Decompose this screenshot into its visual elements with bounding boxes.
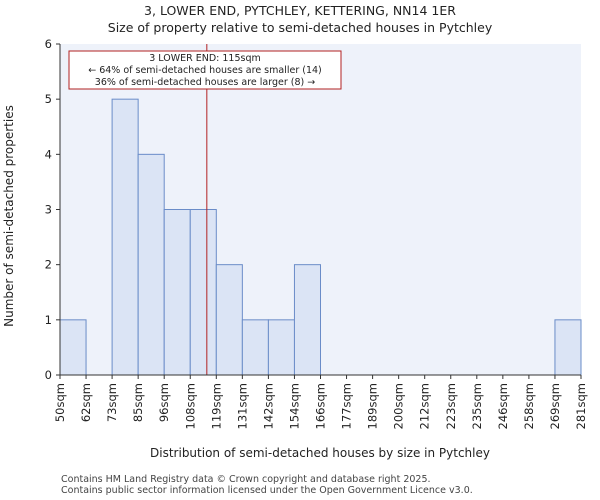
x-tick-label: 154sqm	[287, 383, 301, 429]
bar-119sqm	[215, 264, 243, 376]
x-axis-label: Distribution of semi-detached houses by …	[150, 446, 490, 460]
x-tick-label: 235sqm	[470, 383, 484, 429]
y-tick-label: 1	[45, 313, 52, 327]
bar-154sqm	[293, 264, 322, 376]
bar-85sqm	[137, 153, 165, 376]
y-tick-label: 2	[45, 258, 52, 272]
bar-269sqm	[554, 319, 582, 376]
annotation-title: 3 LOWER END: 115sqm	[149, 53, 261, 64]
x-tick-label: 85sqm	[131, 383, 145, 422]
x-tick-label: 119sqm	[209, 383, 223, 429]
bar-142sqm	[267, 319, 295, 376]
y-axis-ticks: 0 1 2 3 4 5 6	[45, 37, 60, 382]
x-tick-label: 131sqm	[235, 383, 249, 429]
y-tick-label: 4	[45, 147, 52, 161]
y-tick-label: 0	[45, 368, 52, 382]
x-tick-label: 212sqm	[418, 383, 432, 429]
bar-108sqm	[189, 209, 217, 376]
x-tick-label: 223sqm	[444, 383, 458, 429]
x-tick-label: 189sqm	[366, 383, 380, 429]
x-axis-ticks: 50sqm 62sqm 73sqm 85sqm 96sqm 108sqm 119sqm 131…	[53, 375, 588, 429]
x-tick-label: 50sqm	[53, 383, 67, 422]
x-tick-label: 108sqm	[183, 383, 197, 429]
bar-50sqm	[59, 319, 87, 376]
annotation-larger: 36% of semi-detached houses are larger (…	[95, 77, 315, 88]
y-tick-label: 3	[45, 203, 52, 217]
x-tick-label: 269sqm	[548, 383, 562, 429]
x-tick-label: 281sqm	[574, 383, 588, 429]
bar-73sqm	[111, 98, 139, 376]
x-tick-label: 177sqm	[340, 383, 354, 429]
x-tick-label: 142sqm	[261, 383, 275, 429]
chart-subtitle: Size of property relative to semi-detach…	[107, 20, 493, 35]
y-tick-label: 6	[45, 37, 52, 51]
bar-131sqm	[241, 319, 269, 376]
y-tick-label: 5	[45, 92, 52, 106]
x-tick-label: 96sqm	[157, 383, 171, 422]
bars-group	[59, 98, 582, 376]
bar-96sqm	[163, 209, 191, 376]
x-tick-label: 246sqm	[496, 383, 510, 429]
x-tick-label: 166sqm	[314, 383, 328, 429]
x-tick-label: 73sqm	[105, 383, 119, 422]
chart-title: 3, LOWER END, PYTCHLEY, KETTERING, NN14 …	[144, 3, 456, 18]
footer-licence: Contains public sector information licen…	[61, 485, 473, 496]
annotation-box	[68, 50, 342, 90]
x-tick-label: 62sqm	[79, 383, 93, 422]
x-tick-label: 258sqm	[522, 383, 536, 429]
y-axis-label: Number of semi-detached properties	[2, 105, 16, 327]
x-tick-label: 200sqm	[392, 383, 406, 429]
footer-copyright: Contains HM Land Registry data © Crown c…	[61, 474, 431, 485]
annotation-smaller: ← 64% of semi-detached houses are smalle…	[88, 65, 322, 76]
